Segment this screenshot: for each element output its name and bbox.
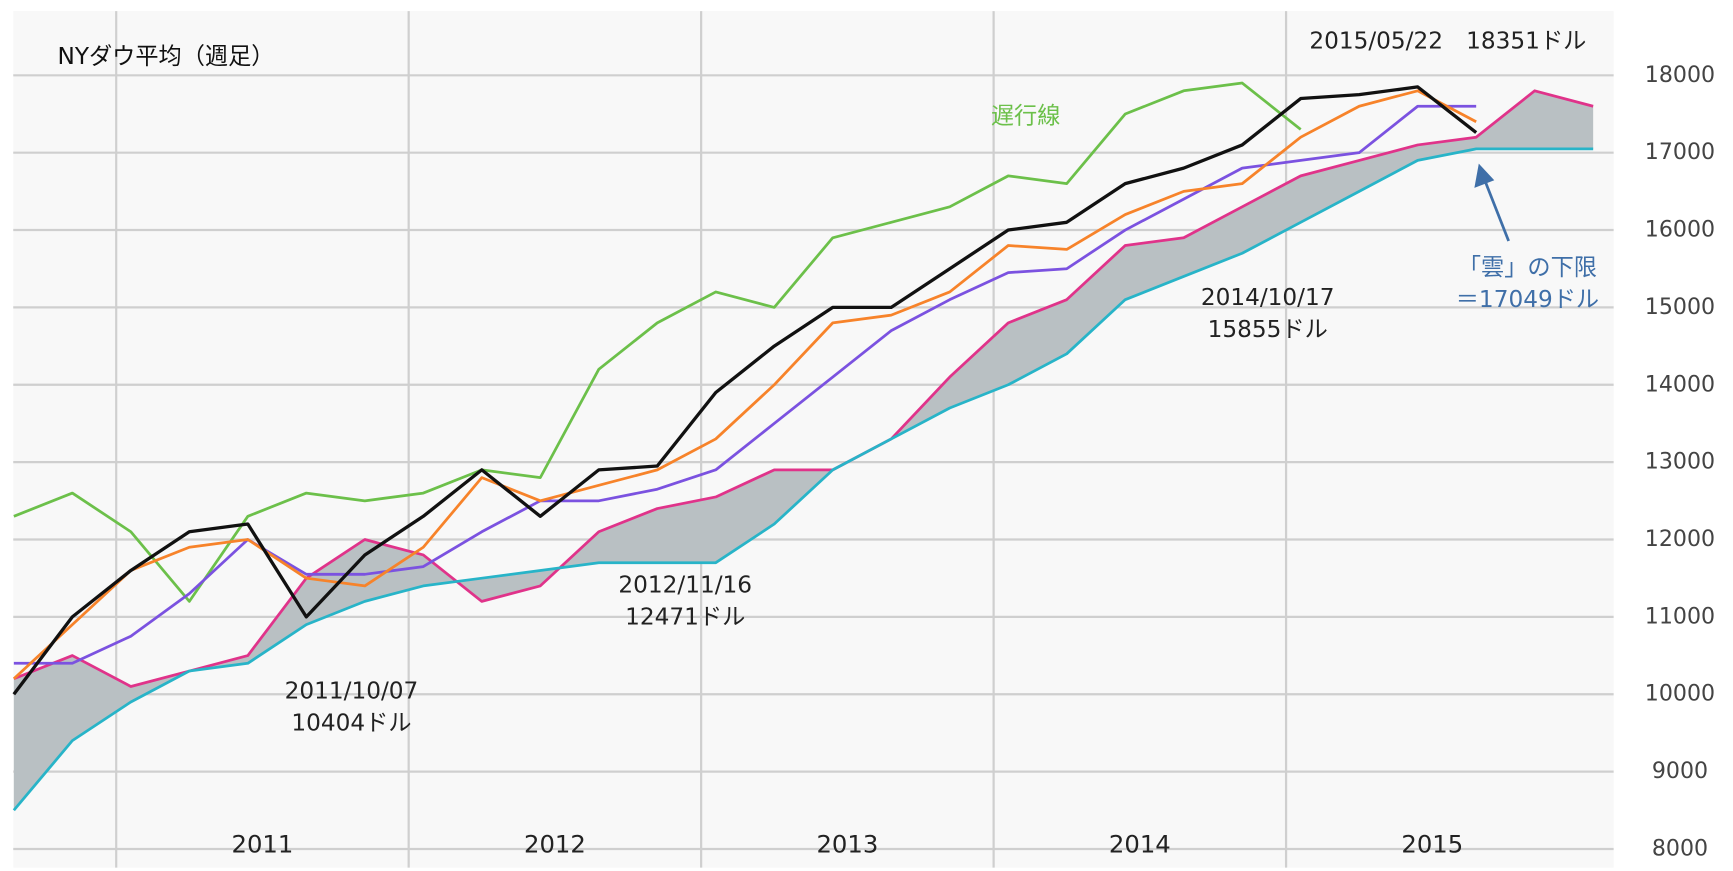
arrow-head [1474,163,1495,188]
annotation: 10404ドル [291,709,411,736]
y-tick-label: 9000 [1652,758,1708,784]
annotation: 2012/11/16 [618,571,752,598]
x-tick-label: 2014 [1109,830,1171,859]
y-tick-label: 8000 [1652,835,1708,861]
y-tick-label: 11000 [1645,603,1715,629]
marks [12,81,1594,812]
chart-title: NYダウ平均（週足） [57,43,274,70]
y-tick-label: 18000 [1645,62,1715,88]
y-tick-label: 17000 [1645,139,1715,165]
x-tick-label: 2015 [1401,830,1463,859]
annotation: 15855ドル [1208,316,1328,343]
grid [13,11,1614,868]
series-line [13,81,1302,603]
y-tick-label: 14000 [1645,371,1715,397]
x-tick-label: 2012 [524,830,586,859]
series-line [12,147,1594,812]
y-tick-label: 16000 [1645,217,1715,243]
series-line [12,85,1478,696]
series-line [13,89,1594,688]
annotation: ＝17049ドル [1456,286,1599,313]
y-tick-label: 10000 [1645,681,1715,707]
annotation: 2015/05/22 18351ドル [1309,28,1586,55]
annotation: 2011/10/07 [285,677,419,704]
arrow-shaft [1483,178,1510,242]
y-tick-label: 13000 [1645,449,1715,475]
annotation: 「雲」の下限 [1458,254,1597,281]
y-tick-label: 15000 [1645,294,1715,320]
series-line [12,89,1477,680]
annotation: 2014/10/17 [1201,284,1335,311]
labels: 8000 9000 10000 11000 12000 13000 14000 15000 16… [232,28,1716,862]
annotation: 12471ドル [625,603,745,630]
x-tick-label: 2011 [232,830,294,859]
x-tick-label: 2013 [816,830,878,859]
series-label: 遅行線 [991,103,1061,130]
y-tick-label: 12000 [1645,526,1715,552]
